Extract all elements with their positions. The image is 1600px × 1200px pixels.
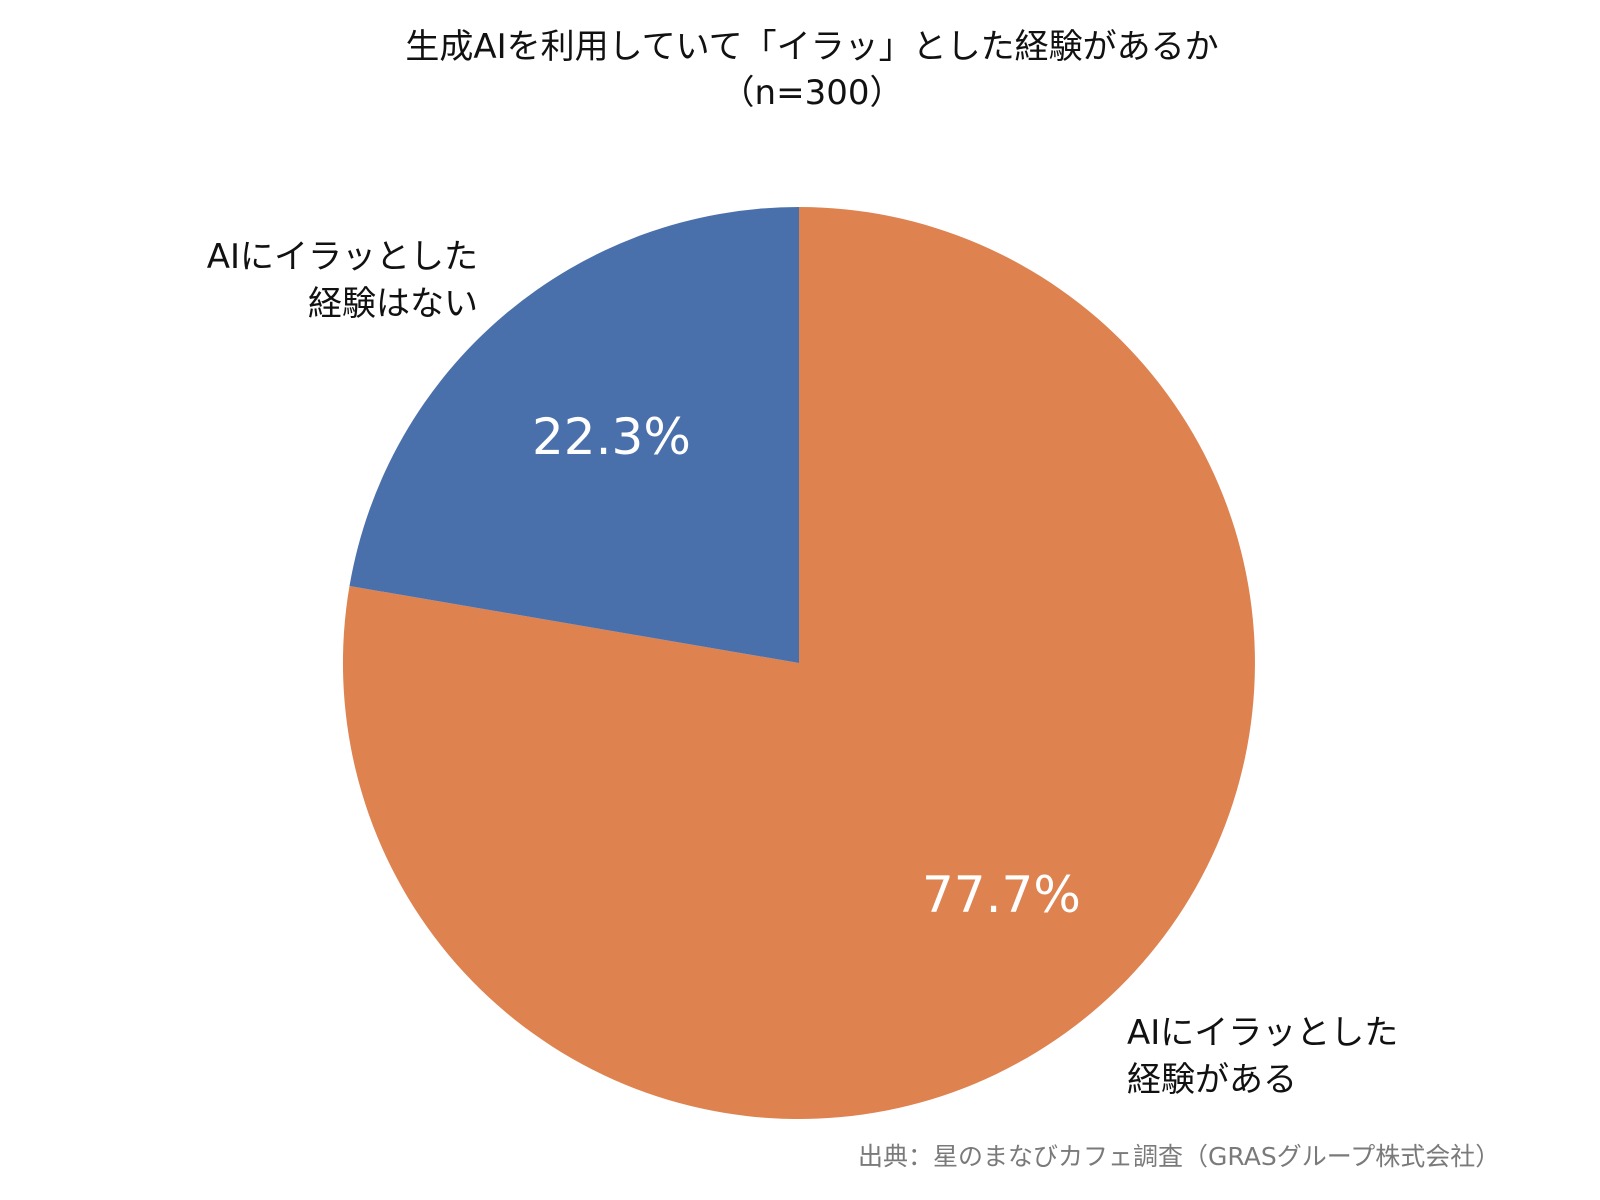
chart-subtitle-sample-size: （n=300） xyxy=(720,73,904,113)
slice-label-line: 経験がある xyxy=(1127,1060,1297,1100)
value-label-experienced: 77.7% xyxy=(922,866,1081,924)
slice-label-not-experienced: AIにイラッとした 経験はない xyxy=(140,234,478,328)
pie-slice-experienced xyxy=(342,207,1255,1119)
pie-slice-not-experienced xyxy=(349,207,799,663)
chart-title: 生成AIを利用していて「イラッ」とした経験があるか xyxy=(405,27,1219,67)
value-label-not-experienced: 22.3% xyxy=(532,408,691,466)
source-note: 出典：星のまなびカフェ調査（GRASグループ株式会社） xyxy=(858,1142,1501,1171)
slice-label-line: 経験はない xyxy=(308,284,478,324)
slice-label-line: AIにイラッとした xyxy=(206,237,478,277)
slice-label-experienced: AIにイラッとした 経験がある xyxy=(1127,1010,1398,1104)
slice-label-line: AIにイラッとした xyxy=(1127,1013,1399,1053)
